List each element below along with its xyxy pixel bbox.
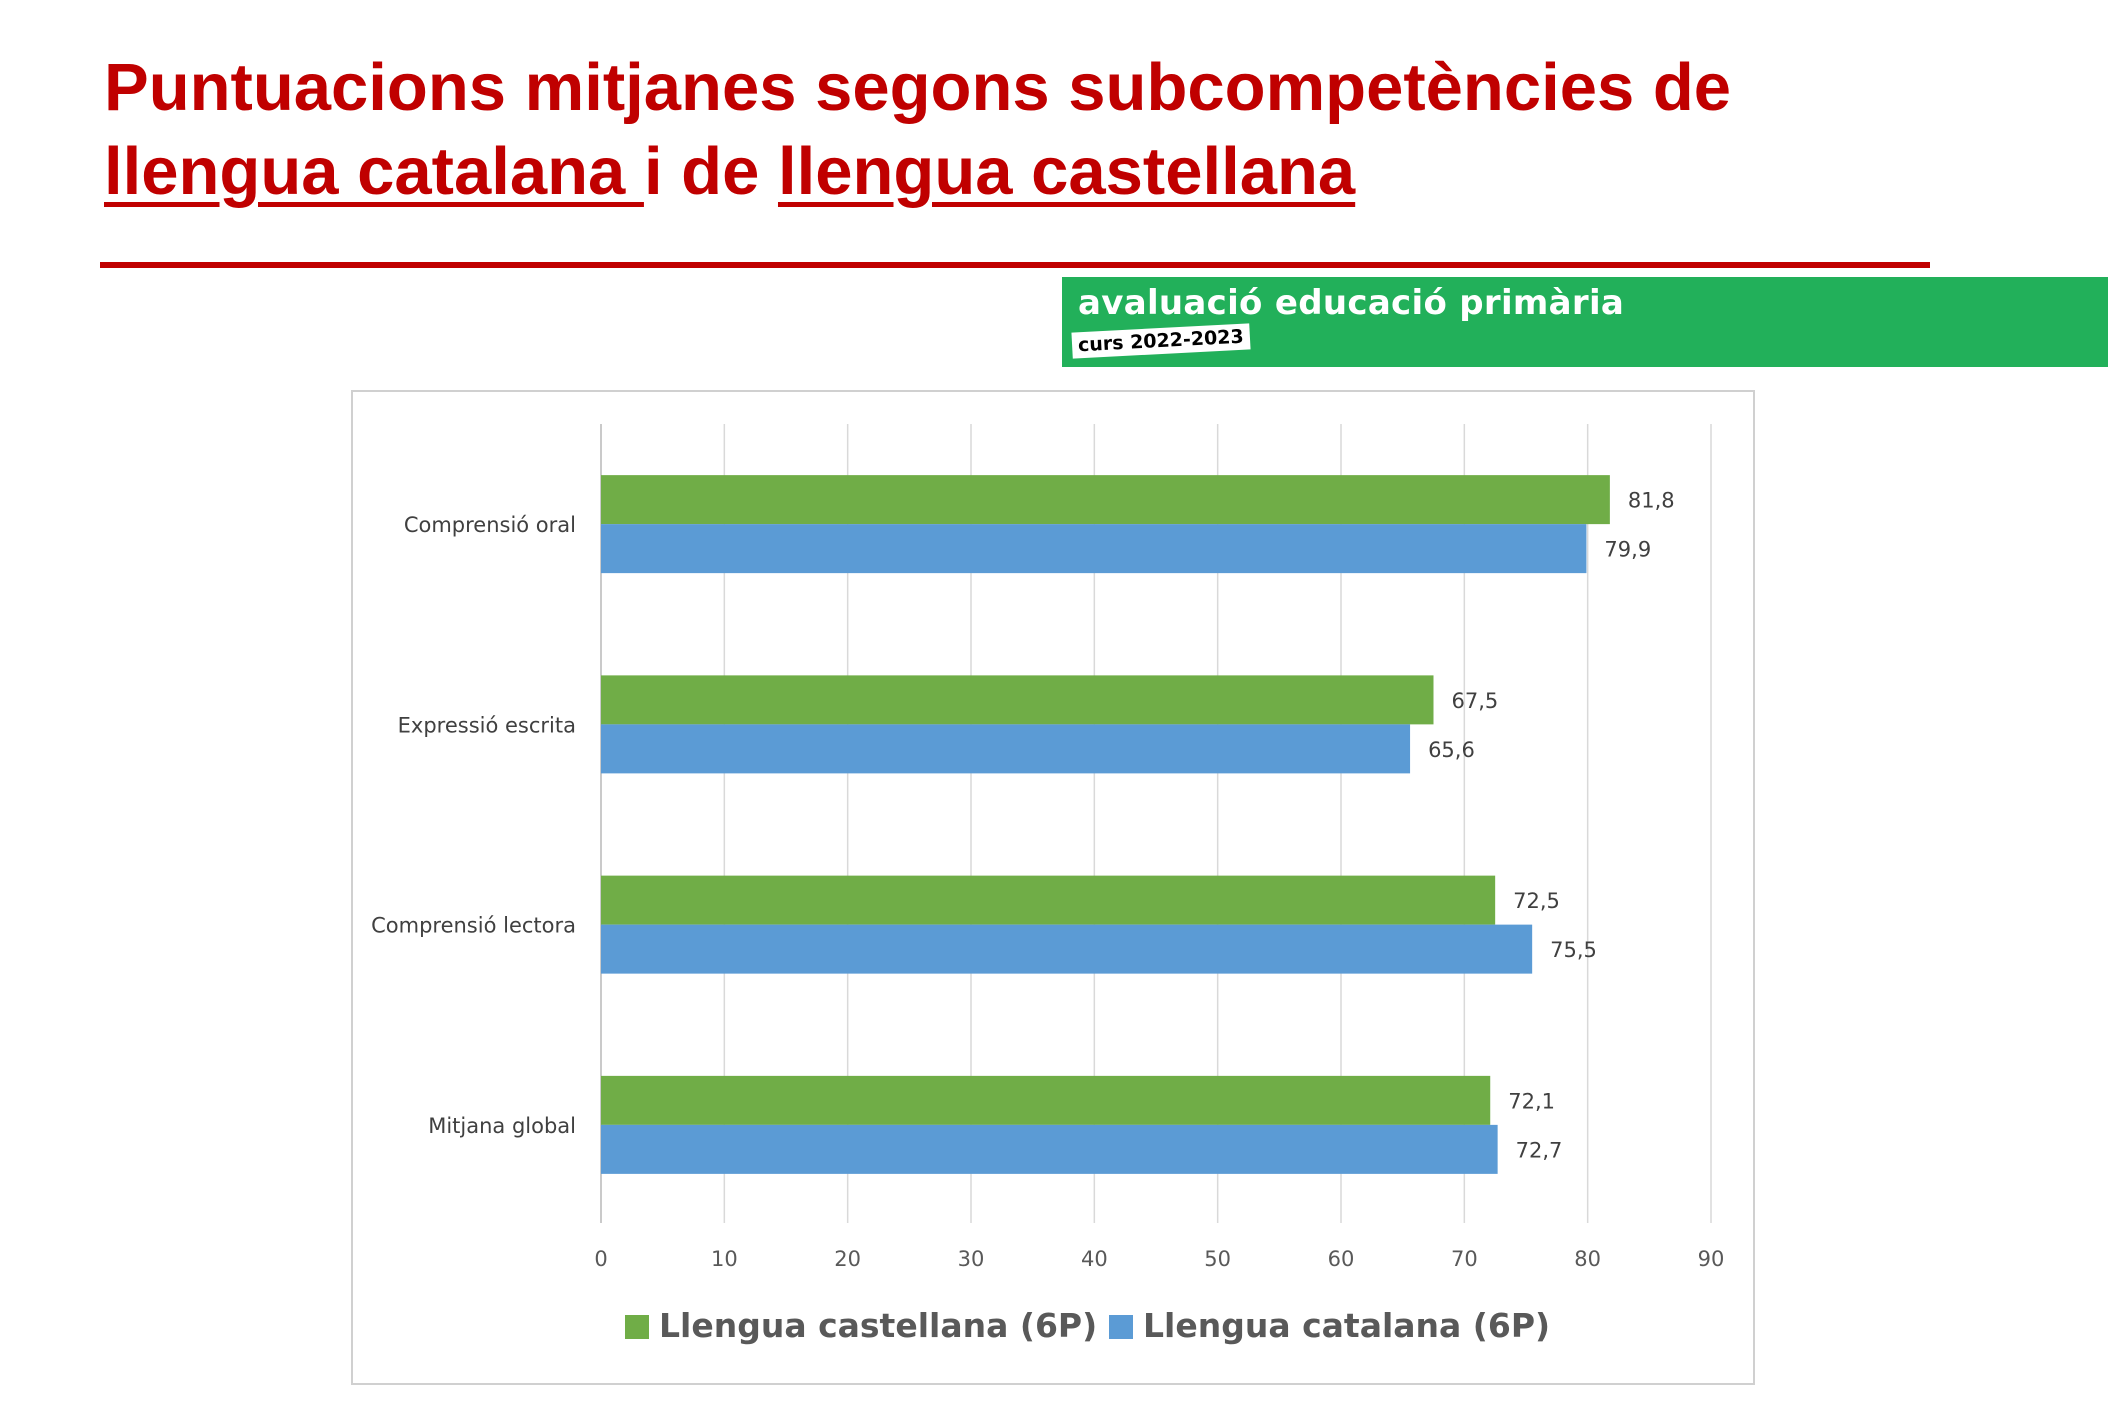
legend-label: Llengua castellana (6P) [659, 1306, 1097, 1345]
banner-subtitle: curs 2022-2023 [1071, 323, 1251, 359]
data-label: 79,9 [1604, 538, 1651, 562]
x-tick-label: 20 [834, 1247, 861, 1271]
x-tick-label: 50 [1204, 1247, 1231, 1271]
data-label: 72,7 [1516, 1138, 1563, 1162]
x-tick-label: 30 [958, 1247, 985, 1271]
bar-castellana [601, 875, 1496, 925]
bar-catalana [601, 924, 1533, 974]
bar-catalana [601, 724, 1411, 774]
category-label: Comprensió oral [404, 513, 576, 537]
bar-catalana [601, 524, 1587, 574]
x-tick-label: 60 [1328, 1247, 1355, 1271]
brand-banner: avaluació educació primària curs 2022-20… [1062, 277, 2108, 367]
x-tick-label: 10 [711, 1247, 738, 1271]
bar-castellana [601, 1075, 1491, 1125]
banner-title: avaluació educació primària [1078, 283, 1625, 323]
data-label: 75,5 [1550, 938, 1597, 962]
bar-castellana [601, 475, 1610, 525]
chart-frame: 0 10 20 30 40 50 60 70 80 90 Comprensió oral 81,8 79… [351, 390, 1755, 1385]
x-tick-label: 90 [1698, 1247, 1725, 1271]
category-label: Comprensió lectora [371, 914, 576, 938]
page-title: Puntuacions mitjanes segons subcompetènc… [104, 46, 2004, 214]
title-text-part1: Puntuacions mitjanes segons subcompetènc… [104, 50, 1732, 125]
bar-chart: 0 10 20 30 40 50 60 70 80 90 Comprensió oral 81,8 79… [371, 424, 1725, 1345]
x-tick-label: 70 [1451, 1247, 1478, 1271]
title-link-castellana[interactable]: llengua castellana [777, 134, 1356, 209]
legend-label: Llengua catalana (6P) [1143, 1306, 1550, 1345]
title-text-mid: i de [643, 134, 778, 209]
data-label: 67,5 [1452, 689, 1499, 713]
bar-catalana [601, 1124, 1498, 1174]
legend-swatch-castellana [625, 1315, 649, 1339]
x-tick-label: 80 [1574, 1247, 1601, 1271]
legend-swatch-catalana [1109, 1315, 1133, 1339]
title-link-catalana[interactable]: llengua catalana [104, 134, 644, 209]
bar-castellana [601, 675, 1434, 725]
data-label: 72,5 [1513, 889, 1560, 913]
category-label: Expressió escrita [398, 713, 576, 737]
title-divider [100, 262, 1930, 268]
category-label: Mitjana global [428, 1114, 576, 1138]
data-label: 65,6 [1428, 738, 1475, 762]
x-tick-label: 40 [1081, 1247, 1108, 1271]
x-tick-label: 0 [594, 1247, 607, 1271]
data-label: 72,1 [1508, 1089, 1555, 1113]
data-label: 81,8 [1628, 489, 1675, 513]
